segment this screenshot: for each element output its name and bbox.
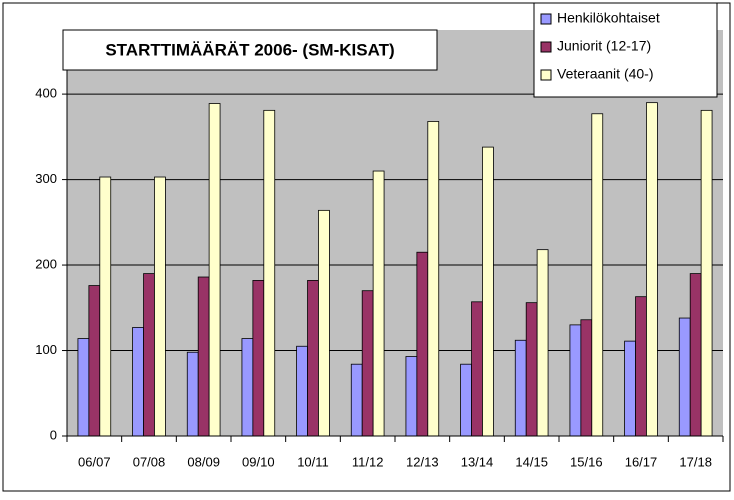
x-tick-label: 17/18 [679, 454, 712, 469]
bar [197, 276, 210, 437]
y-tick-label: 300 [35, 171, 57, 186]
y-tick-label: 400 [35, 86, 57, 101]
bar [689, 273, 702, 437]
legend-label: Veteraanit (40-) [557, 66, 654, 82]
bar [88, 285, 101, 437]
bar [77, 338, 90, 437]
legend-swatch [540, 41, 552, 53]
bar [591, 113, 604, 437]
legend-label: Henkilökohtaiset [557, 10, 660, 26]
legend-swatch [540, 13, 552, 25]
bar [296, 345, 308, 437]
x-tick-label: 16/17 [625, 454, 658, 469]
legend-swatch [540, 69, 552, 81]
bar [241, 338, 254, 437]
bar [700, 109, 713, 437]
bar [252, 280, 265, 437]
bar [536, 249, 549, 437]
x-tick-label: 06/07 [78, 454, 111, 469]
bar [318, 209, 330, 437]
bar [471, 301, 483, 437]
bar [405, 356, 418, 437]
bar [208, 103, 221, 437]
bar [99, 176, 112, 437]
legend-box [533, 2, 718, 98]
bar [514, 339, 527, 437]
chart-title: STARTTIMÄÄRÄT 2006- (SM-KISAT) [105, 40, 394, 59]
y-tick-label: 0 [50, 427, 57, 442]
x-tick-label: 14/15 [515, 454, 548, 469]
bar [635, 296, 647, 437]
x-tick-label: 09/10 [242, 454, 275, 469]
bar [460, 363, 472, 437]
bar [186, 351, 199, 437]
x-tick-label: 11/12 [352, 454, 384, 469]
legend-label: Juniorit (12-17) [557, 38, 651, 54]
bar [646, 102, 658, 437]
y-tick-label: 100 [35, 342, 57, 357]
y-tick-label: 200 [35, 256, 57, 271]
x-tick-label: 13/14 [461, 454, 494, 469]
bar [372, 170, 385, 437]
bar [482, 146, 494, 437]
bar [154, 176, 166, 437]
x-tick-label: 15/16 [570, 454, 603, 469]
x-tick-label: 07/08 [133, 454, 166, 469]
bar [525, 302, 538, 437]
bar [624, 340, 636, 437]
x-tick-label: 12/13 [406, 454, 439, 469]
bar [569, 324, 582, 437]
bar [580, 319, 593, 437]
bar [416, 251, 429, 437]
x-tick-label: 08/09 [187, 454, 220, 469]
bar [678, 317, 691, 437]
bar [263, 109, 276, 437]
bar [427, 121, 440, 437]
bar [361, 290, 374, 437]
bar [350, 363, 363, 437]
x-tick-label: 10/11 [297, 454, 329, 469]
bar [307, 280, 319, 437]
plot-background [67, 30, 723, 436]
bar [132, 327, 144, 437]
title-box [62, 29, 438, 71]
bar [143, 273, 155, 437]
